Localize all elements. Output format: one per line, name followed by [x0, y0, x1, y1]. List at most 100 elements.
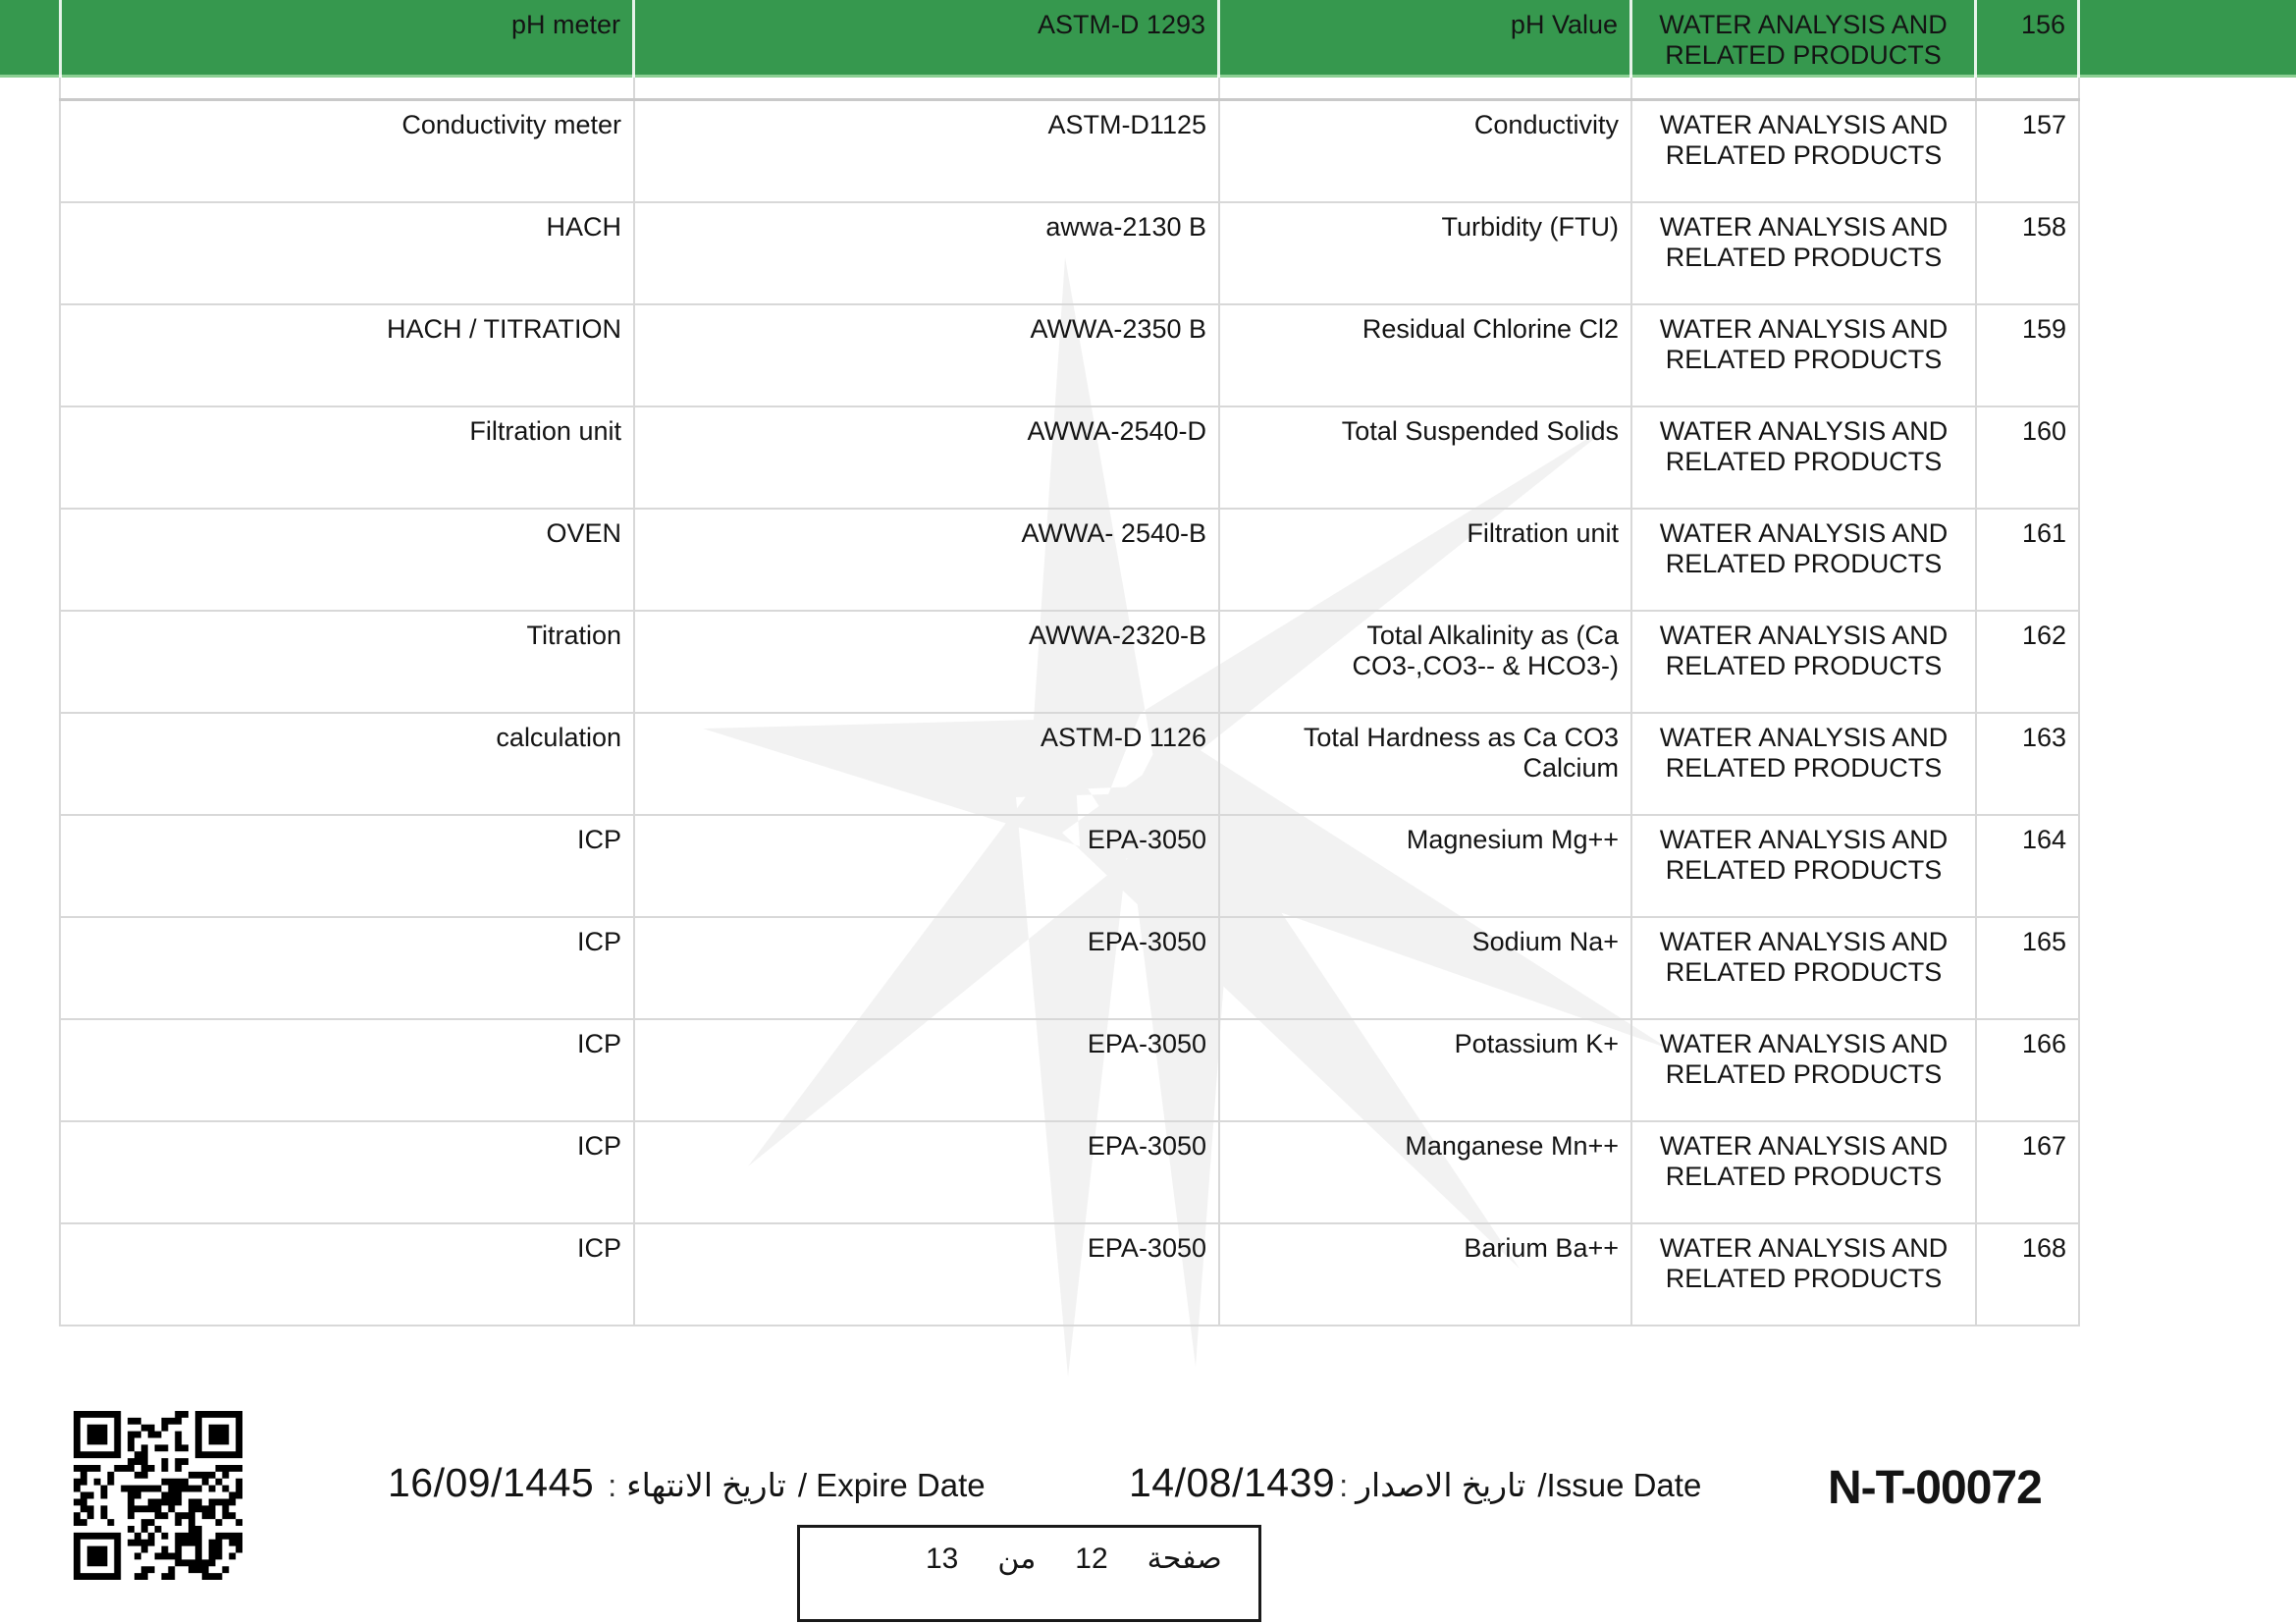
category-cell: WATER ANALYSIS AND RELATED PRODUCTS	[1632, 101, 1977, 201]
table-row-spacer	[59, 78, 2080, 101]
expire-date-line: 16/09/1445 : تاريخ الانتهاء / Expire Dat…	[388, 1463, 986, 1503]
equipment-cell: ICP	[59, 1224, 635, 1325]
standard-cell: EPA-3050	[635, 1122, 1220, 1222]
table-row: calculation ASTM-D 1126 Total Hardness a…	[59, 714, 2080, 816]
category-cell: WATER ANALYSIS AND RELATED PRODUCTS	[1632, 1020, 1977, 1120]
page-indicator-box: 13 من 12 صفحة	[797, 1525, 1261, 1622]
equipment-cell: HACH / TITRATION	[59, 305, 635, 406]
page-word-arabic: صفحة	[1147, 1543, 1222, 1575]
equipment-cell: pH meter	[59, 0, 635, 78]
row-number-cell: 157	[1977, 101, 2080, 201]
category-cell: WATER ANALYSIS AND RELATED PRODUCTS	[1632, 203, 1977, 303]
table-row: OVEN AWWA- 2540-B Filtration unit WATER …	[59, 510, 2080, 612]
standard-cell: ASTM-D1125	[635, 101, 1220, 201]
parameter-cell: Total Suspended Solids	[1220, 407, 1632, 508]
expire-date-colon: :	[608, 1468, 617, 1503]
row-number-cell: 161	[1977, 510, 2080, 610]
equipment-text: pH meter	[510, 10, 620, 39]
highlight-band-row-156	[0, 0, 2296, 78]
expire-date-label-arabic: تاريخ الانتهاء	[626, 1467, 786, 1503]
category-cell: WATER ANALYSIS AND RELATED PRODUCTS	[1632, 510, 1977, 610]
page-total: 13	[926, 1543, 959, 1575]
table-row-highlighted: pH meter ASTM-D 1293 pH Value WATER ANAL…	[59, 0, 2080, 78]
parameter-cell: Residual Chlorine Cl2	[1220, 305, 1632, 406]
category-cell: WATER ANALYSIS AND RELATED PRODUCTS	[1632, 816, 1977, 916]
row-number-cell: 165	[1977, 918, 2080, 1018]
scope-table: pH meter ASTM-D 1293 pH Value WATER ANAL…	[59, 0, 2080, 1326]
standard-cell: AWWA-2350 B	[635, 305, 1220, 406]
equipment-cell: ICP	[59, 918, 635, 1018]
parameter-cell: Filtration unit	[1220, 510, 1632, 610]
category-cell: WATER ANALYSIS AND RELATED PRODUCTS	[1632, 1224, 1977, 1325]
equipment-cell: Conductivity meter	[59, 101, 635, 201]
table-row: Conductivity meter ASTM-D1125 Conductivi…	[59, 101, 2080, 203]
row-number-cell: 159	[1977, 305, 2080, 406]
category-cell: WATER ANALYSIS AND RELATED PRODUCTS	[1632, 714, 1977, 814]
row-number-cell: 158	[1977, 203, 2080, 303]
table-row: Filtration unit AWWA-2540-D Total Suspen…	[59, 407, 2080, 510]
standard-text: ASTM-D 1293	[1037, 10, 1205, 39]
page-current: 12	[1075, 1543, 1108, 1575]
standard-cell: EPA-3050	[635, 918, 1220, 1018]
standard-cell: EPA-3050	[635, 1020, 1220, 1120]
standard-cell: EPA-3050	[635, 816, 1220, 916]
standard-cell: ASTM-D 1126	[635, 714, 1220, 814]
equipment-cell: Titration	[59, 612, 635, 712]
table-row: ICP EPA-3050 Manganese Mn++ WATER ANALYS…	[59, 1122, 2080, 1224]
row-number-cell: 160	[1977, 407, 2080, 508]
standard-cell: ASTM-D 1293	[635, 0, 1220, 78]
equipment-cell: ICP	[59, 1122, 635, 1222]
parameter-cell: Turbidity (FTU)	[1220, 203, 1632, 303]
issue-date-value: 14/08/1439	[1129, 1460, 1336, 1505]
certificate-number: N-T-00072	[1828, 1462, 2043, 1514]
expire-date-label-english: / Expire Date	[797, 1467, 986, 1503]
equipment-cell: ICP	[59, 1020, 635, 1120]
standard-cell: EPA-3050	[635, 1224, 1220, 1325]
category-cell: WATER ANALYSIS AND RELATED PRODUCTS	[1632, 0, 1977, 78]
expire-date-value: 16/09/1445	[388, 1460, 595, 1505]
row-number-cell: 156	[1977, 0, 2080, 78]
row-number-cell: 166	[1977, 1020, 2080, 1120]
table-row: ICP EPA-3050 Sodium Na+ WATER ANALYSIS A…	[59, 918, 2080, 1020]
equipment-cell: OVEN	[59, 510, 635, 610]
parameter-cell: Magnesium Mg++	[1220, 816, 1632, 916]
parameter-cell: Manganese Mn++	[1220, 1122, 1632, 1222]
standard-cell: AWWA- 2540-B	[635, 510, 1220, 610]
parameter-cell: Barium Ba++	[1220, 1224, 1632, 1325]
parameter-cell: Potassium K+	[1220, 1020, 1632, 1120]
issue-date-label-arabic: تاريخ الاصدار	[1356, 1467, 1526, 1503]
parameter-cell: Conductivity	[1220, 101, 1632, 201]
row-number-cell: 164	[1977, 816, 2080, 916]
row-number-cell: 167	[1977, 1122, 2080, 1222]
issue-date-label-english: /Issue Date	[1537, 1467, 1702, 1503]
category-cell: WATER ANALYSIS AND RELATED PRODUCTS	[1632, 1122, 1977, 1222]
equipment-cell: HACH	[59, 203, 635, 303]
qr-code-icon	[74, 1411, 242, 1580]
table-row: ICP EPA-3050 Potassium K+ WATER ANALYSIS…	[59, 1020, 2080, 1122]
issue-date-line: 14/08/1439 : تاريخ الاصدار /Issue Date	[1129, 1463, 1701, 1503]
equipment-cell: ICP	[59, 816, 635, 916]
row-number-cell: 162	[1977, 612, 2080, 712]
equipment-cell: Filtration unit	[59, 407, 635, 508]
row-number-cell: 163	[1977, 714, 2080, 814]
standard-cell: awwa-2130 B	[635, 203, 1220, 303]
parameter-cell: pH Value	[1220, 0, 1632, 78]
equipment-cell: calculation	[59, 714, 635, 814]
table-row: ICP EPA-3050 Barium Ba++ WATER ANALYSIS …	[59, 1224, 2080, 1326]
table-row: Titration AWWA-2320-B Total Alkalinity a…	[59, 612, 2080, 714]
standard-cell: AWWA-2320-B	[635, 612, 1220, 712]
parameter-cell: Total Hardness as Ca CO3 Calcium	[1220, 714, 1632, 814]
table-row: HACH awwa-2130 B Turbidity (FTU) WATER A…	[59, 203, 2080, 305]
page-of-arabic: من	[997, 1543, 1037, 1575]
parameter-cell: Total Alkalinity as (Ca CO3-,CO3-- & HCO3…	[1220, 612, 1632, 712]
category-cell: WATER ANALYSIS AND RELATED PRODUCTS	[1632, 305, 1977, 406]
table-row: HACH / TITRATION AWWA-2350 B Residual Ch…	[59, 305, 2080, 407]
category-cell: WATER ANALYSIS AND RELATED PRODUCTS	[1632, 407, 1977, 508]
category-cell: WATER ANALYSIS AND RELATED PRODUCTS	[1632, 918, 1977, 1018]
row-number-cell: 168	[1977, 1224, 2080, 1325]
standard-cell: AWWA-2540-D	[635, 407, 1220, 508]
table-row: ICP EPA-3050 Magnesium Mg++ WATER ANALYS…	[59, 816, 2080, 918]
category-cell: WATER ANALYSIS AND RELATED PRODUCTS	[1632, 612, 1977, 712]
issue-date-colon: :	[1339, 1468, 1349, 1503]
